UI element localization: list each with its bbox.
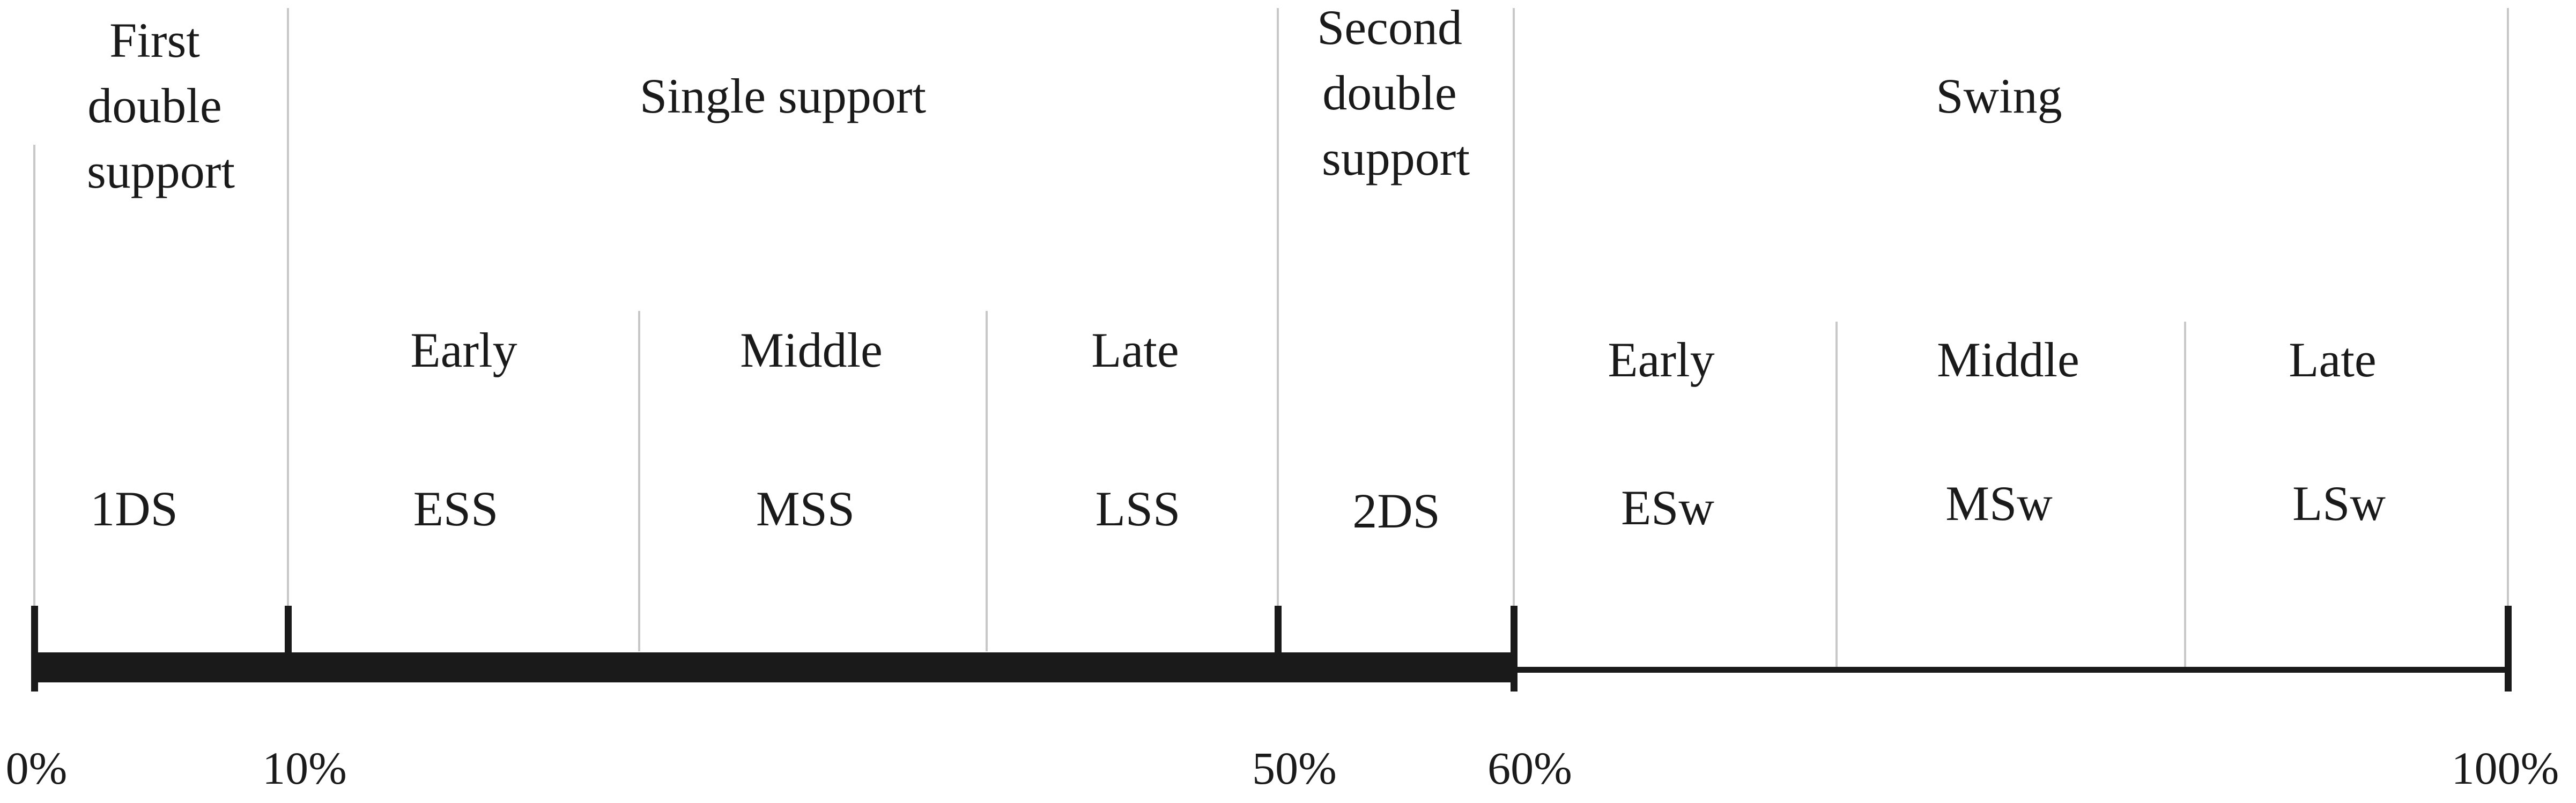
first-double-support-line-1: First xyxy=(109,13,200,68)
abbr-2ds: 2DS xyxy=(1352,484,1440,538)
tick-0 xyxy=(31,606,38,692)
swing-label: Swing xyxy=(1936,69,2062,123)
percent-label-50: 50% xyxy=(1252,742,1337,794)
early-single-support-label: Early xyxy=(410,323,517,377)
second-double-support-label: Second double support xyxy=(1317,0,1475,185)
first-double-support-line-3: support xyxy=(87,144,235,198)
abbr-lss: LSS xyxy=(1095,481,1181,536)
second-double-support-line-1: Second xyxy=(1317,0,1462,55)
abbr-mss: MSS xyxy=(756,481,855,536)
tick-60 xyxy=(1511,606,1518,692)
abbr-lsw: LSw xyxy=(2292,476,2386,531)
abbreviation-labels: 1DS ESS MSS LSS 2DS ESw MSw LSw xyxy=(90,476,2386,538)
tick-10 xyxy=(285,606,292,659)
timeline xyxy=(31,606,2512,692)
single-support-label: Single support xyxy=(640,69,927,123)
percent-label-10: 10% xyxy=(262,742,347,794)
first-double-support-line-2: double xyxy=(87,78,221,133)
subphase-labels: Early Middle Late Early Middle Late xyxy=(410,323,2376,387)
percent-labels: 0% 10% 50% 60% 100% xyxy=(6,742,2559,794)
percent-label-60: 60% xyxy=(1487,742,1572,794)
phase-labels: First double support Single support Seco… xyxy=(87,0,2062,198)
abbr-msw: MSw xyxy=(1945,476,2053,531)
percent-label-100: 100% xyxy=(2452,742,2559,794)
second-double-support-line-2: double xyxy=(1322,65,1456,120)
percent-label-0: 0% xyxy=(6,742,68,794)
tick-100 xyxy=(2505,606,2512,692)
middle-single-support-label: Middle xyxy=(740,323,883,377)
stance-bar xyxy=(34,652,1517,682)
tick-50 xyxy=(1275,606,1282,659)
phase-dividers xyxy=(33,8,2509,667)
second-double-support-line-3: support xyxy=(1322,131,1470,185)
abbr-ess: ESS xyxy=(413,481,499,536)
late-swing-label: Late xyxy=(2289,332,2376,387)
first-double-support-label: First double support xyxy=(87,13,235,198)
swing-bar xyxy=(1514,667,2510,673)
late-single-support-label: Late xyxy=(1091,323,1179,377)
abbr-1ds: 1DS xyxy=(90,481,178,536)
early-swing-label: Early xyxy=(1608,332,1714,387)
abbr-esw: ESw xyxy=(1621,480,1714,535)
middle-swing-label: Middle xyxy=(1937,332,2079,387)
